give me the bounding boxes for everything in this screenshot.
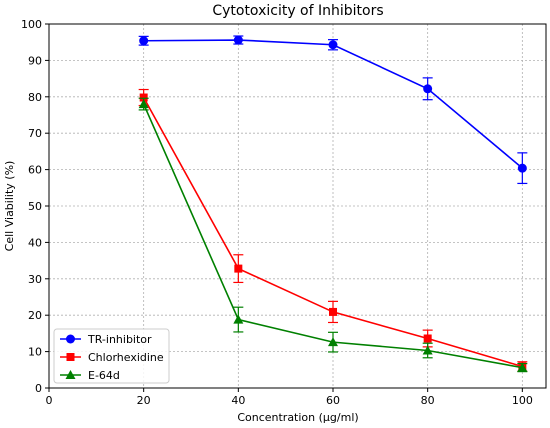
y-tick-label: 60 (28, 164, 42, 177)
data-point (139, 93, 148, 102)
legend-swatch-marker (65, 370, 76, 379)
data-point (422, 345, 433, 355)
x-tick-label: 20 (137, 394, 151, 407)
y-tick-label: 30 (28, 273, 42, 286)
data-point (517, 163, 527, 173)
x-tick-label: 0 (46, 394, 53, 407)
data-point (138, 99, 149, 109)
series-e-64d (138, 97, 528, 373)
x-tick-label: 80 (421, 394, 435, 407)
legend-label: E-64d (88, 369, 120, 382)
y-tick-label: 90 (28, 54, 42, 67)
y-tick-label: 10 (28, 346, 42, 359)
y-tick-label: 70 (28, 127, 42, 140)
data-point (517, 362, 528, 372)
series-tr-inhibitor (138, 35, 528, 185)
data-point (233, 314, 244, 324)
y-tick-label: 100 (21, 18, 42, 31)
y-tick-label: 20 (28, 309, 42, 322)
series-layer (138, 35, 528, 373)
data-point (423, 334, 432, 343)
data-point (328, 337, 338, 347)
legend-swatch-marker (66, 353, 75, 361)
y-tick-label: 40 (28, 236, 42, 249)
axis-ticks: 0 20 40 60 80 100 0 10 20 30 40 50 60 70 80 90 100 (21, 18, 533, 407)
chart-title: Cytotoxicity of Inhibitors (212, 3, 383, 19)
x-axis-title: Concentration (μg/ml) (237, 411, 358, 424)
x-tick-label: 40 (231, 394, 245, 407)
data-point (233, 35, 243, 45)
data-point (329, 307, 337, 316)
data-point (423, 84, 433, 94)
x-tick-label: 60 (326, 394, 340, 407)
data-point (328, 40, 338, 50)
y-tick-label: 0 (35, 382, 42, 395)
y-tick-label: 80 (28, 91, 42, 104)
x-tick-label: 100 (512, 394, 533, 407)
legend-label: TR-inhibitor (87, 333, 152, 346)
legend-swatch-marker (66, 334, 75, 344)
legend-box (53, 328, 170, 384)
data-point (139, 36, 149, 46)
data-point (234, 264, 243, 273)
y-tick-label: 50 (28, 200, 42, 213)
legend-label: Chlorhexidine (88, 351, 164, 364)
y-axis-title: Cell Viability (%) (3, 161, 16, 252)
legend: TR-inhibitor Chlorhexidine E-64d (53, 328, 170, 384)
